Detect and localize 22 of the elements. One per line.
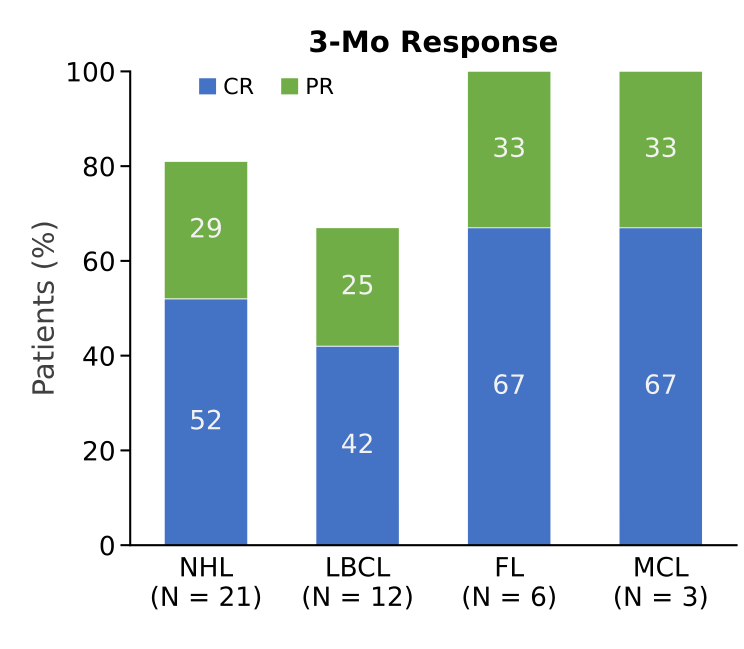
y-tick-label: 40: [83, 346, 114, 366]
data-label: 33: [646, 137, 676, 158]
data-label: 67: [646, 374, 676, 394]
chart-title: 3-Mo Response: [310, 30, 557, 58]
legend-label: CR: [224, 78, 254, 94]
y-axis-title: Patients (%): [31, 222, 58, 394]
data-label: 33: [494, 137, 524, 158]
data-label: 25: [342, 274, 372, 295]
y-tick-label: 100: [68, 62, 114, 82]
y-tick-label: 80: [84, 156, 114, 177]
data-label: 52: [191, 410, 220, 430]
x-tick-label: LBCL (N = 12): [303, 556, 412, 610]
legend-label: PR: [307, 78, 334, 94]
y-tick-label: 60: [84, 251, 114, 272]
data-label: 29: [191, 218, 221, 238]
x-tick-label: MCL (N = 3): [615, 556, 706, 610]
data-label: 42: [342, 433, 372, 453]
x-tick-label: NHL (N = 21): [152, 557, 260, 610]
x-tick-label: FL (N = 6): [463, 557, 555, 610]
data-label: 67: [494, 374, 524, 394]
y-tick-label: 0: [100, 536, 114, 556]
y-tick-label: 20: [84, 440, 114, 461]
